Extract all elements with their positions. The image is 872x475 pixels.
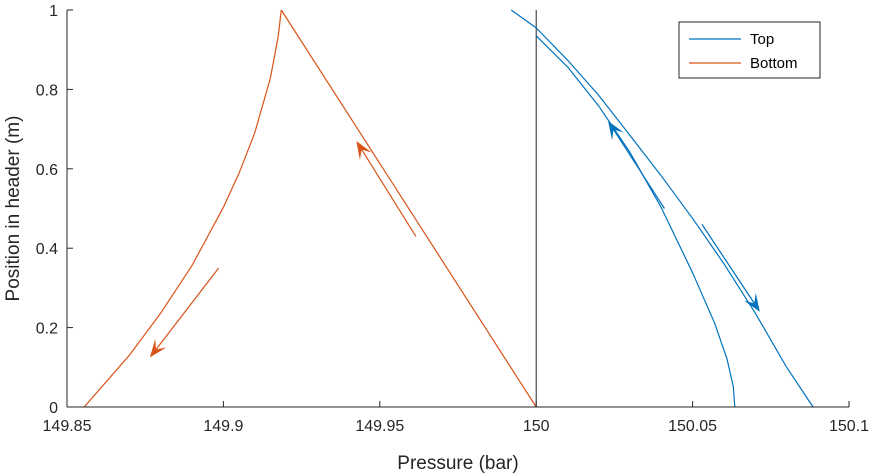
legend-item-bottom: Bottom [689, 55, 798, 72]
y-tick-label: 0.8 [36, 82, 58, 99]
y-tick-label: 0.6 [36, 162, 58, 179]
x-tick-label: 149.9 [203, 418, 243, 435]
y-tick-label: 0 [49, 400, 58, 417]
series-top-arrow-1 [608, 121, 665, 209]
series-bottom-arrow-1 [356, 141, 417, 237]
legend-box [678, 21, 821, 79]
series-top-line-1 [510, 9, 814, 408]
legend-label: Bottom [750, 55, 798, 72]
series-bottom-line-2 [280, 9, 537, 408]
series-top-line-2 [535, 35, 736, 408]
plot-area [83, 9, 814, 408]
series-top-arrow-2 [701, 224, 760, 312]
y-axis-label: Position in header (m) [3, 116, 24, 302]
x-axis-label: Pressure (bar) [397, 453, 518, 474]
y-tick-label: 1 [49, 3, 58, 20]
arrow-shaft [155, 267, 220, 350]
arrow-head [744, 292, 760, 312]
x-tick-label: 149.85 [43, 418, 92, 435]
arrow-head [356, 141, 372, 160]
x-tick-label: 149.95 [355, 418, 404, 435]
axes: 149.85 149.9 149.95 150 150.05 150.1 0 0.2 0.4 0.… [36, 3, 869, 435]
y-tick-label: 0.4 [36, 241, 58, 258]
x-tick-label: 150.1 [829, 418, 869, 435]
series-bottom-line-1 [83, 9, 282, 408]
arrow-shaft [613, 129, 665, 209]
x-tick-label: 150.05 [668, 418, 717, 435]
arrow-shaft [701, 224, 755, 304]
legend-item-top: Top [689, 31, 774, 48]
series-bottom-arrow-2 [149, 267, 220, 358]
arrow-head [149, 338, 167, 358]
arrow-shaft [361, 149, 417, 237]
legend-label: Top [750, 31, 774, 48]
x-tick-label: 150 [523, 418, 550, 435]
legend: Top Bottom [678, 21, 821, 79]
y-tick-label: 0.2 [36, 321, 58, 338]
arrow-head [608, 121, 624, 141]
